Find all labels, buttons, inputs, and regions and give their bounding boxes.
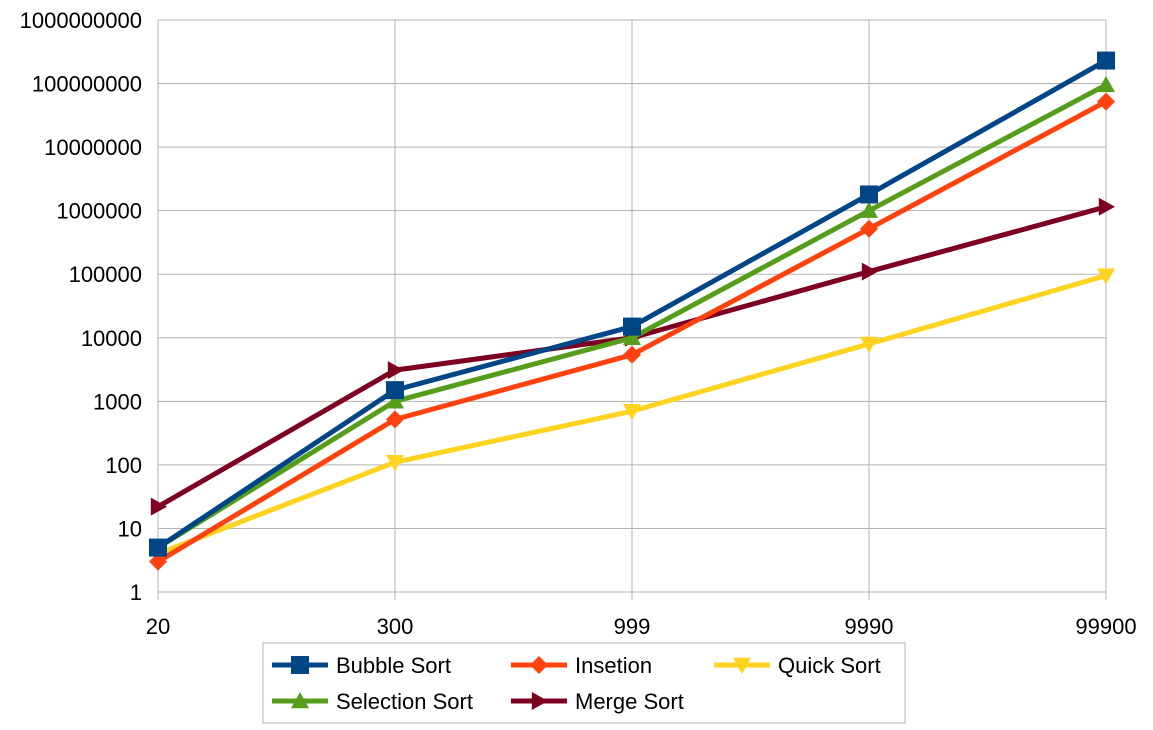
- data-point: [623, 345, 641, 364]
- data-point: [1097, 51, 1115, 70]
- x-tick-label: 300: [377, 614, 414, 639]
- data-point: [149, 552, 167, 571]
- data-point: [860, 336, 878, 353]
- legend-item: Merge Sort: [511, 689, 684, 714]
- legend-swatch-marker: [291, 656, 309, 674]
- y-tick-label: 1: [130, 580, 142, 605]
- y-tick-label: 100: [105, 453, 142, 478]
- data-point: [386, 392, 404, 409]
- data-point: [860, 201, 878, 218]
- data-point: [860, 185, 878, 204]
- series-insetion: [149, 92, 1115, 571]
- legend-item: Quick Sort: [714, 653, 881, 678]
- x-tick-label: 20: [146, 614, 170, 639]
- series: [149, 51, 1115, 571]
- data-point: [386, 410, 404, 429]
- y-tick-label: 1000: [93, 389, 142, 414]
- legend-item: Selection Sort: [272, 689, 473, 714]
- y-tick-label: 1000000: [56, 199, 142, 224]
- grid: [157, 19, 1107, 600]
- data-point: [386, 381, 404, 400]
- data-point: [1097, 92, 1115, 111]
- x-tick-label: 99900: [1075, 614, 1136, 639]
- data-point: [386, 455, 404, 472]
- legend-label: Selection Sort: [336, 689, 473, 714]
- legend-box: [262, 642, 906, 724]
- legend-label: Insetion: [575, 653, 652, 678]
- data-point: [623, 328, 641, 345]
- legend-label: Merge Sort: [575, 689, 684, 714]
- axes: 1 10 100 1000 10000 100000 1000000 10000000 1000…: [20, 8, 1137, 639]
- data-point: [623, 317, 641, 336]
- y-tick-label: 100000: [69, 262, 142, 287]
- y-tick-label: 10000: [81, 326, 142, 351]
- legend-label: Quick Sort: [778, 653, 881, 678]
- y-tick-label: 100000000: [32, 72, 142, 97]
- data-point: [623, 403, 641, 421]
- legend-swatch-marker: [291, 692, 309, 709]
- y-tick-label: 10: [118, 516, 142, 541]
- data-point: [1098, 197, 1115, 216]
- legend-swatch-marker: [733, 657, 751, 674]
- x-tick-label: 999: [614, 614, 651, 639]
- legend-item: Insetion: [511, 653, 652, 678]
- legend-swatch-marker: [530, 656, 548, 674]
- legend-label: Bubble Sort: [336, 653, 451, 678]
- series-bubble-sort: [149, 51, 1115, 557]
- x-tick-label: 9990: [845, 614, 894, 639]
- legend-item: Bubble Sort: [272, 653, 451, 678]
- data-point: [860, 219, 878, 238]
- data-point: [1097, 268, 1115, 285]
- data-point: [1097, 75, 1115, 93]
- data-point: [387, 361, 404, 380]
- data-point: [149, 538, 167, 557]
- y-tick-label: 10000000: [44, 135, 142, 160]
- y-tick-label: 1000000000: [20, 8, 142, 33]
- legend-swatch-marker: [531, 692, 548, 710]
- data-point: [861, 262, 878, 281]
- legend: Bubble Sort Insetion Quick Sort Selection S…: [262, 642, 906, 724]
- data-point: [150, 497, 167, 516]
